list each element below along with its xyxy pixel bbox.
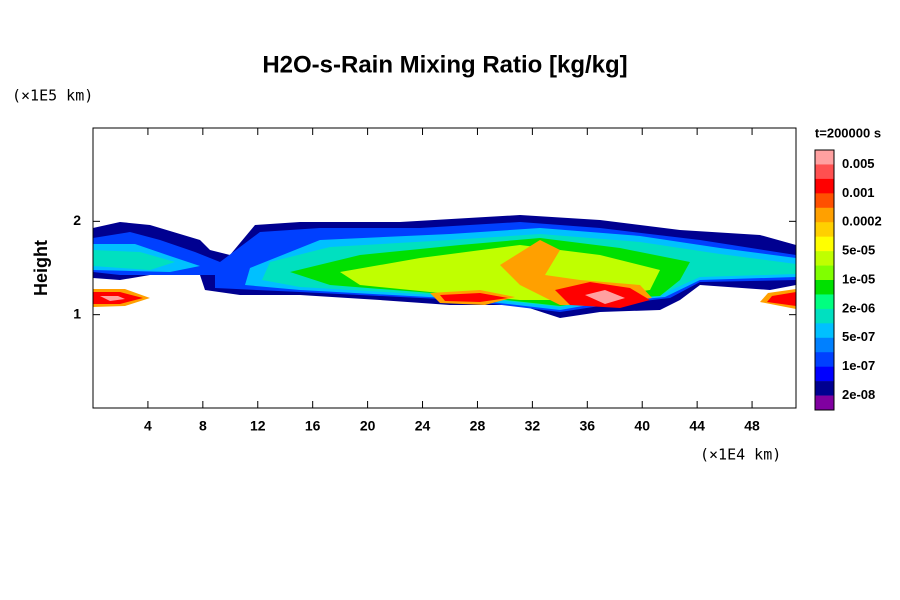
x-tick-label: 36: [580, 418, 596, 434]
colorbar-tick-label: 0.001: [842, 185, 875, 200]
colorbar-swatch: [815, 308, 834, 324]
colorbar-tick-label: 2e-06: [842, 300, 875, 315]
colorbar-swatch: [815, 337, 834, 353]
y-tick-label: 1: [73, 305, 81, 321]
y-axis-label: Height: [31, 240, 51, 296]
y-tick-label: 2: [73, 212, 81, 228]
contour-region: [440, 293, 508, 302]
colorbar-tick-label: 0.005: [842, 156, 875, 171]
colorbar-frame: [814, 149, 835, 411]
x-tick-label: 28: [470, 418, 486, 434]
contour-field: [93, 215, 796, 318]
chart-title: H2O-s-Rain Mixing Ratio [kg/kg]: [262, 51, 627, 78]
colorbar-swatch: [815, 280, 834, 295]
x-tick-label: 20: [360, 418, 376, 434]
colorbar-tick-label: 5e-07: [842, 329, 875, 344]
x-tick-label: 44: [689, 418, 705, 434]
colorbar-swatch: [815, 207, 834, 223]
time-label: t=200000 s: [815, 125, 881, 140]
contour-region: [767, 292, 796, 306]
x-tick-label: 48: [744, 418, 760, 434]
colorbar-swatch: [815, 193, 834, 209]
colorbar-swatch: [815, 381, 834, 396]
colorbar-swatch: [815, 251, 834, 266]
colorbar-swatch: [815, 265, 834, 281]
colorbar-swatch: [815, 236, 834, 252]
colorbar-swatch: [815, 164, 834, 180]
colorbar-swatch: [815, 150, 834, 165]
x-tick-label: 32: [525, 418, 541, 434]
contour-region: [93, 250, 175, 270]
colorbar-swatch: [815, 366, 834, 382]
colorbar-tick-label: 5e-05: [842, 243, 875, 258]
x-tick-label: 40: [634, 418, 650, 434]
colorbar-swatch: [815, 323, 834, 339]
colorbar-tick-label: 0.0002: [842, 214, 882, 229]
colorbar-swatch: [815, 352, 834, 367]
colorbar-swatch: [815, 294, 834, 310]
colorbar-swatch: [815, 395, 834, 411]
colorbar-swatch: [815, 178, 834, 194]
y-unit-label: (×1E5 km): [12, 87, 93, 105]
colorbar-tick-label: 1e-05: [842, 271, 875, 286]
colorbar-tick-label: 1e-07: [842, 358, 875, 373]
x-tick-label: 8: [199, 418, 207, 434]
contour-region: [100, 296, 125, 301]
plot-frame: [92, 127, 797, 409]
contour-region: [585, 290, 625, 304]
x-tick-label: 24: [415, 418, 431, 434]
x-unit-label: (×1E4 km): [700, 446, 781, 464]
x-tick-label: 16: [305, 418, 321, 434]
x-tick-label: 12: [250, 418, 266, 434]
colorbar-swatch: [815, 222, 834, 237]
colorbar-tick-label: 2e-08: [842, 387, 875, 402]
x-tick-label: 4: [144, 418, 152, 434]
